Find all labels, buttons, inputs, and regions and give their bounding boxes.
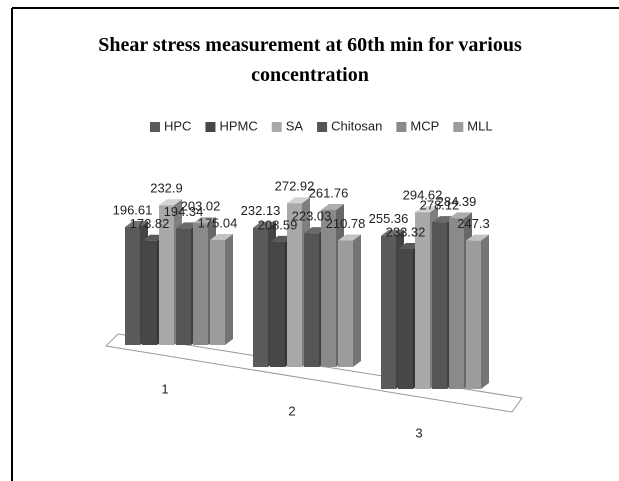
value-label: 208.59 xyxy=(258,217,298,232)
legend-label: HPC xyxy=(164,118,191,133)
bar-top xyxy=(321,203,344,210)
bar-top xyxy=(159,199,182,206)
value-label: 233.32 xyxy=(386,224,426,239)
value-label: 261.76 xyxy=(309,185,349,200)
bar xyxy=(449,218,464,389)
value-label: 294.62 xyxy=(403,188,443,203)
value-label: 278.12 xyxy=(420,198,460,213)
value-label: 210.78 xyxy=(326,216,366,231)
bar xyxy=(253,227,268,367)
value-label: 196.61 xyxy=(113,202,153,217)
value-label: 175.04 xyxy=(198,215,238,230)
bar-top xyxy=(253,221,276,228)
bar-side xyxy=(353,234,361,367)
value-label: 223.03 xyxy=(292,209,332,224)
bar-top xyxy=(381,229,404,236)
value-label: 232.13 xyxy=(241,203,281,218)
bar-top xyxy=(432,216,455,223)
value-label: 255.36 xyxy=(369,211,409,226)
value-label: 203.02 xyxy=(181,199,221,214)
bar-top xyxy=(125,221,148,228)
bar xyxy=(398,249,413,389)
bar xyxy=(159,205,174,345)
bar-top xyxy=(449,212,472,219)
bar xyxy=(210,239,225,345)
bar xyxy=(466,240,481,389)
x-tick-label: 1 xyxy=(161,381,168,396)
legend-label: MCP xyxy=(410,118,439,133)
legend-swatch xyxy=(317,122,328,132)
bar xyxy=(270,241,285,367)
legend-label: SA xyxy=(286,118,304,133)
legend-swatch xyxy=(205,122,216,132)
chart-title: Shear stress measurement at 60th min for… xyxy=(98,34,522,86)
bar-top xyxy=(210,233,233,240)
bar xyxy=(142,240,157,345)
legend-swatch xyxy=(453,122,464,132)
value-label: 232.9 xyxy=(150,181,183,196)
bar xyxy=(287,203,302,367)
value-label: 173.82 xyxy=(130,216,170,231)
value-label: 247.3 xyxy=(457,216,490,231)
value-label: 194.34 xyxy=(164,204,204,219)
x-tick-label: 2 xyxy=(288,403,295,418)
value-label: 272.92 xyxy=(275,179,315,194)
bar-top xyxy=(193,217,216,224)
legend-label: MLL xyxy=(467,118,492,133)
legend-swatch xyxy=(150,122,160,132)
bar xyxy=(415,212,430,389)
value-label: 284.39 xyxy=(437,194,477,209)
bar-side xyxy=(225,233,233,345)
bar-top xyxy=(338,234,361,241)
bar xyxy=(125,227,140,345)
bar xyxy=(381,235,396,389)
bar xyxy=(304,233,319,367)
bar xyxy=(432,222,447,389)
legend-swatch xyxy=(271,122,282,132)
bar-top xyxy=(466,234,489,241)
legend-swatch xyxy=(396,122,407,132)
bar xyxy=(338,240,353,367)
bar-top xyxy=(415,206,438,213)
legend-label: Chitosan xyxy=(331,118,382,133)
legend-label: HPMC xyxy=(219,118,257,133)
bar-side xyxy=(481,234,489,389)
x-tick-label: 3 xyxy=(415,425,422,440)
bar xyxy=(321,209,336,367)
bar-top xyxy=(287,197,310,204)
bar xyxy=(193,223,208,345)
bar xyxy=(176,228,191,345)
